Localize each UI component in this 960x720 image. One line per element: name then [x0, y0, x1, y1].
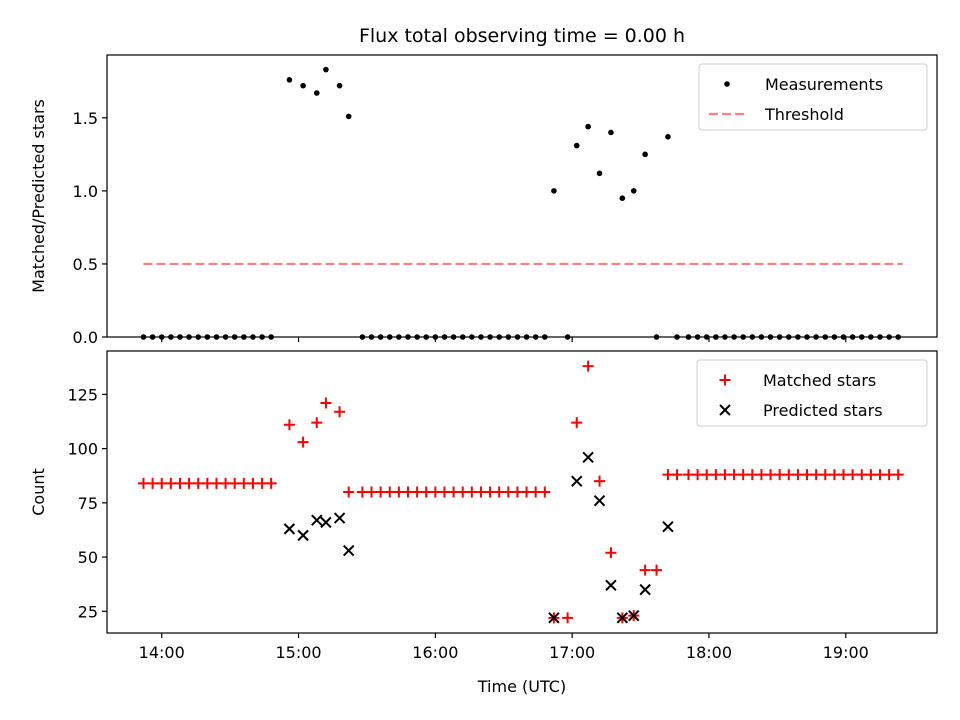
legend-label: Measurements: [765, 75, 883, 94]
data-point: [596, 170, 603, 177]
data-point: [651, 564, 663, 576]
chart-title: Flux total observing time = 0.00 h: [359, 25, 685, 47]
data-point: [311, 417, 323, 429]
data-point: [265, 477, 277, 489]
x-tick-label: 14:00: [139, 643, 185, 662]
data-point: [630, 188, 637, 194]
data-point: [628, 609, 640, 622]
data-point: [311, 514, 323, 526]
legend: [696, 359, 928, 427]
x-tick-label: 15:00: [275, 643, 321, 662]
data-point: [594, 475, 606, 487]
legend-marker: [724, 81, 730, 87]
data-point: [539, 486, 551, 498]
data-point: [300, 82, 306, 89]
y-tick-label: 1.5: [73, 109, 98, 128]
data-point: [313, 90, 320, 96]
legend: [698, 63, 928, 131]
data-point: [323, 66, 329, 73]
data-point: [605, 579, 617, 591]
data-point: [562, 612, 574, 624]
x-axis-label: Time (UTC): [477, 677, 566, 696]
x-tick-label: 17:00: [549, 643, 595, 662]
y-tick-label: 100: [67, 440, 98, 459]
data-point: [333, 512, 346, 524]
legend-label: Predicted stars: [763, 401, 883, 420]
data-point: [582, 360, 594, 372]
series-matched-stars: [137, 360, 904, 624]
data-point: [342, 544, 355, 557]
data-point: [283, 419, 295, 431]
legend-marker: [719, 404, 731, 416]
data-point: [320, 516, 332, 529]
data-point: [548, 612, 560, 624]
data-point: [585, 123, 591, 130]
data-point: [665, 134, 671, 140]
data-point: [343, 486, 355, 498]
axes-frame: [106, 54, 938, 338]
x-tick-label: 16:00: [412, 643, 458, 662]
data-point: [345, 113, 352, 120]
y-axis-label: Count: [29, 468, 48, 516]
y-tick-label: 0.5: [73, 255, 98, 274]
data-point: [593, 494, 606, 507]
data-point: [639, 583, 651, 596]
data-point: [605, 547, 617, 559]
y-axis-label: Matched/Predicted stars: [29, 99, 48, 293]
data-point: [297, 436, 309, 448]
data-point: [551, 188, 557, 194]
data-point: [320, 397, 332, 409]
legend-box: [698, 63, 928, 131]
data-point: [619, 195, 626, 201]
data-point: [616, 612, 629, 624]
x-tick-label: 19:00: [823, 643, 869, 662]
y-tick-label: 1.0: [73, 182, 98, 201]
y-tick-label: 0.0: [73, 328, 98, 347]
legend-box: [696, 359, 928, 427]
data-point: [336, 82, 343, 89]
data-point: [571, 475, 583, 487]
data-point: [639, 564, 651, 576]
data-point: [642, 151, 648, 158]
data-point: [286, 77, 293, 83]
legend-marker: [719, 374, 731, 386]
data-point: [573, 142, 580, 149]
y-tick-label: 75: [78, 494, 98, 513]
data-point: [608, 129, 614, 136]
data-point: [334, 406, 346, 418]
data-point: [283, 523, 296, 535]
x-tick-label: 18:00: [686, 643, 732, 662]
legend-label: Matched stars: [763, 371, 876, 390]
series-predicted-stars: [283, 451, 674, 624]
legend-label: Threshold: [764, 105, 844, 124]
panel-1: [102, 54, 938, 342]
data-point: [662, 521, 674, 533]
panel-2: [102, 350, 938, 638]
data-point: [892, 469, 904, 481]
data-point: [671, 469, 683, 481]
data-point: [571, 417, 583, 429]
axes-frame: [106, 350, 938, 634]
data-point: [582, 451, 594, 463]
y-tick-label: 125: [67, 385, 98, 404]
y-tick-label: 50: [78, 548, 98, 567]
data-point: [297, 529, 309, 542]
y-tick-label: 25: [78, 602, 98, 621]
